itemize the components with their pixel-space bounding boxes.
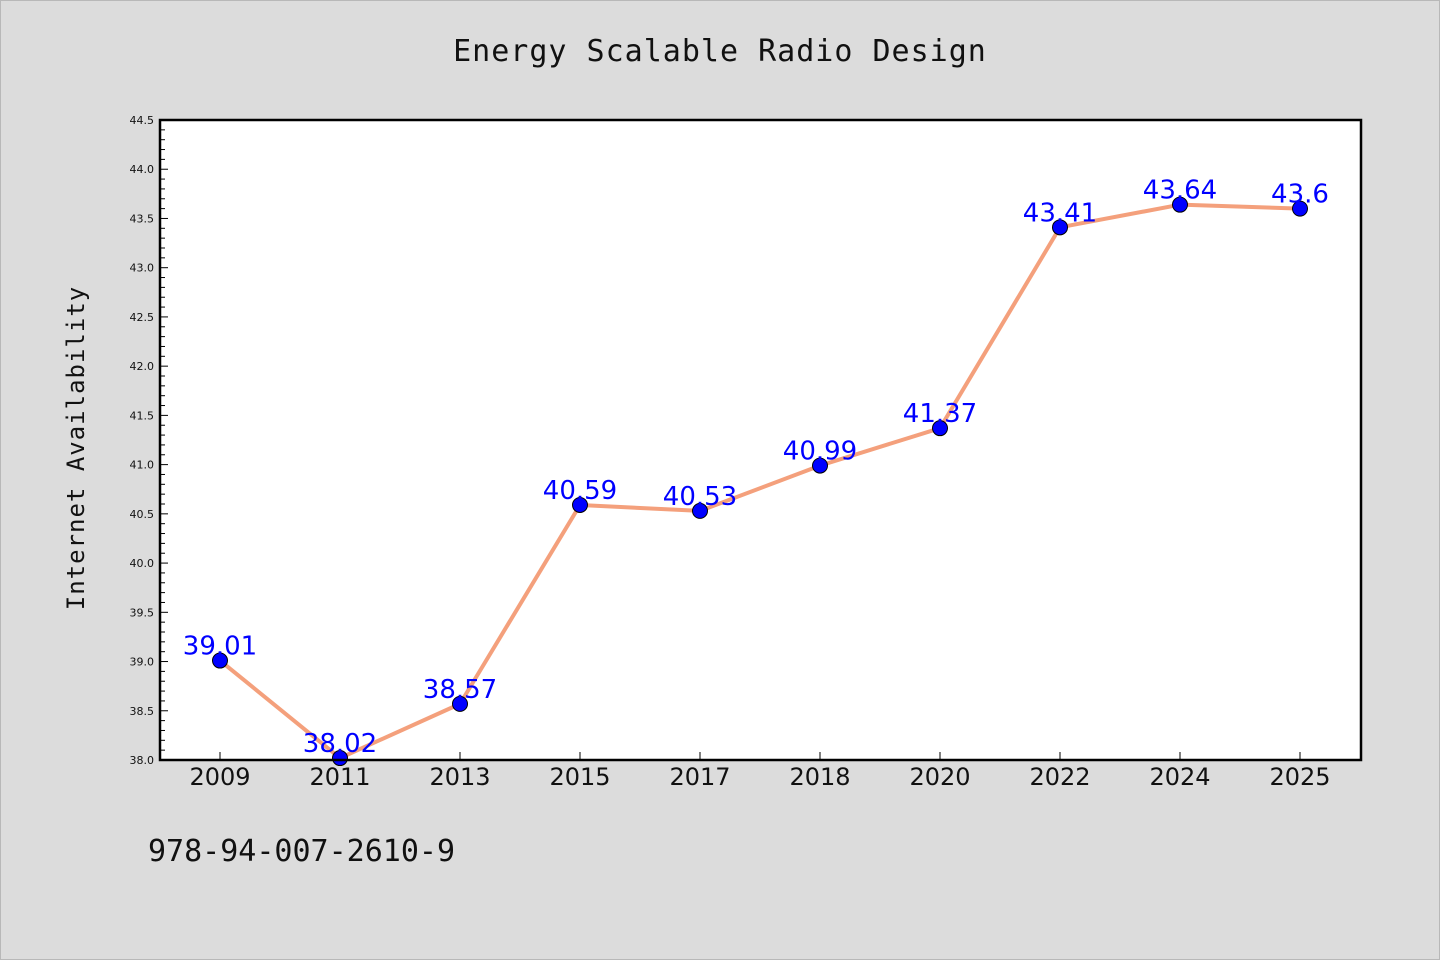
- series-line: [218, 202, 1302, 761]
- y-tick-label: 40.5: [130, 508, 155, 521]
- x-tick-label: 2020: [909, 763, 970, 791]
- y-tick-label: 41.0: [130, 459, 155, 472]
- data-point: [212, 652, 228, 669]
- y-tick-label: 44.0: [130, 163, 155, 176]
- x-tick-label: 2013: [429, 763, 490, 791]
- data-point: [932, 420, 948, 437]
- data-point: [1172, 196, 1188, 213]
- data-point: [812, 457, 828, 474]
- x-tick-label: 2024: [1149, 763, 1210, 791]
- data-label: 40.59: [543, 476, 617, 506]
- x-tick-label: 2011: [309, 763, 370, 791]
- y-tick-label: 44.5: [130, 114, 155, 127]
- data-point: [572, 496, 588, 513]
- y-tick-label: 43.5: [130, 212, 155, 225]
- footer-code: 978-94-007-2610-9: [148, 834, 456, 869]
- y-tick-label: 41.5: [130, 409, 155, 422]
- y-tick-label: 42.5: [130, 311, 155, 324]
- x-tick-label: 2025: [1269, 763, 1330, 791]
- x-tick-label: 2022: [1029, 763, 1090, 791]
- data-label: 40.53: [663, 482, 737, 512]
- y-tick-label: 39.0: [130, 656, 155, 669]
- data-label: 39.01: [183, 632, 257, 662]
- data-label: 43.64: [1143, 176, 1217, 206]
- plot-area: [160, 120, 1361, 760]
- plot-border: [158, 118, 1363, 762]
- y-tick-label: 38.0: [130, 754, 155, 767]
- x-tick-label: 2017: [669, 763, 730, 791]
- chart-title: Energy Scalable Radio Design: [453, 34, 987, 69]
- data-point: [692, 502, 708, 519]
- data-point: [1052, 219, 1068, 236]
- x-tick-label: 2009: [189, 763, 250, 791]
- data-label: 43.6: [1271, 180, 1329, 210]
- x-tick-label: 2015: [549, 763, 610, 791]
- data-point: [332, 750, 348, 767]
- x-tick-label: 2018: [789, 763, 850, 791]
- y-tick-label: 42.0: [130, 360, 155, 373]
- data-label: 43.41: [1023, 198, 1097, 228]
- data-label: 41.37: [903, 399, 977, 429]
- data-point: [1292, 200, 1308, 217]
- y-tick-label: 38.5: [130, 705, 155, 718]
- y-tick-label: 40.0: [130, 557, 155, 570]
- data-label: 38.57: [423, 675, 497, 705]
- y-tick-label: 39.5: [130, 606, 155, 619]
- data-label: 40.99: [783, 437, 857, 467]
- data-point: [452, 695, 468, 712]
- y-tick-label: 43.0: [130, 262, 155, 275]
- data-label: 38.02: [303, 729, 377, 759]
